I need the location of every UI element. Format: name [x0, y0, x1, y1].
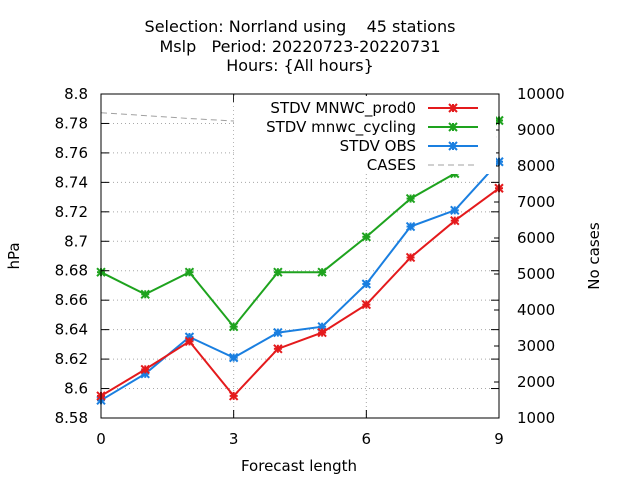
- chart-title: Selection: Norrland using 45 stationsMsl…: [145, 17, 456, 75]
- x-tick-label: 9: [494, 430, 504, 448]
- legend-entry-3: CASES: [367, 156, 478, 174]
- legend-label: CASES: [367, 156, 416, 174]
- data-point: [228, 391, 239, 401]
- y-tick-label: 8.58: [55, 409, 88, 427]
- legend-label: STDV OBS: [340, 137, 416, 155]
- data-point: [361, 299, 372, 310]
- data-point: [450, 205, 460, 216]
- data-point: [317, 267, 327, 277]
- data-point: [228, 352, 239, 363]
- y-tick-label: 8.64: [55, 321, 88, 339]
- data-point: [184, 336, 195, 347]
- legend-label: STDV mnwc_cycling: [266, 118, 416, 137]
- y-tick-label: 8.72: [55, 203, 88, 221]
- y-tick-label: 8.74: [55, 173, 88, 191]
- y-tick-label: 8.76: [55, 144, 88, 162]
- x-tick-label: 6: [362, 430, 372, 448]
- series-line: [100, 161, 500, 402]
- y2-tick-label: 1000: [517, 409, 555, 427]
- data-point: [184, 267, 195, 277]
- y-tick-label: 8.78: [55, 114, 88, 132]
- y-tick-label: 8.8: [64, 85, 88, 103]
- data-point: [140, 364, 150, 375]
- y2-tick-label: 4000: [517, 301, 555, 319]
- series-0: [96, 183, 504, 401]
- data-point: [317, 327, 327, 338]
- y2-tick-label: 6000: [517, 229, 555, 247]
- y2-tick-label: 7000: [517, 193, 555, 211]
- y2-tick-label: 9000: [517, 121, 555, 139]
- x-tick-label: 0: [96, 430, 106, 448]
- title-line-3: Hours: {All hours}: [226, 56, 374, 75]
- y2-tick-label: 8000: [517, 157, 555, 175]
- data-point: [405, 252, 416, 263]
- y2-tick-label: 10000: [517, 85, 565, 103]
- legend-entry-1: STDV mnwc_cycling: [266, 118, 478, 137]
- legend-entry-0: STDV MNWC_prod0: [270, 99, 478, 118]
- series-line: [100, 187, 500, 398]
- data-point: [228, 321, 239, 332]
- x-axis-label: Forecast length: [241, 457, 357, 475]
- y-axis-label: hPa: [5, 242, 23, 269]
- legend-label: STDV MNWC_prod0: [270, 99, 416, 118]
- data-point: [273, 344, 283, 354]
- axis-ticks: 8.58 8.6 8.62 8.64 8.66 8.68 8.7 8.72 8.74 8.76 8.…: [55, 85, 565, 448]
- x-tick-label: 3: [229, 430, 239, 448]
- y-tick-label: 8.68: [55, 262, 88, 280]
- data-point: [450, 215, 460, 226]
- y-tick-label: 8.7: [64, 232, 88, 250]
- y2-tick-label: 2000: [517, 373, 555, 391]
- series-line: [100, 119, 500, 329]
- data-point: [273, 327, 283, 338]
- y-tick-label: 8.62: [55, 350, 88, 368]
- title-line-2: Mslp Period: 20220723-20220731: [159, 37, 440, 56]
- data-point: [405, 221, 416, 232]
- title-line-1: Selection: Norrland using 45 stations: [145, 17, 456, 36]
- data-point: [405, 193, 416, 204]
- series-2: [96, 157, 504, 406]
- y-tick-label: 8.66: [55, 291, 88, 309]
- data-point: [273, 267, 283, 277]
- y-tick-label: 8.6: [64, 380, 88, 398]
- data-point: [140, 289, 150, 299]
- plot-frame: [100, 93, 500, 419]
- data-point: [361, 279, 372, 289]
- y2-axis-label: No cases: [585, 222, 603, 290]
- data-point: [361, 232, 372, 242]
- y2-tick-label: 3000: [517, 337, 555, 355]
- legend-entry-2: STDV OBS: [340, 137, 478, 155]
- y2-tick-label: 5000: [517, 265, 555, 283]
